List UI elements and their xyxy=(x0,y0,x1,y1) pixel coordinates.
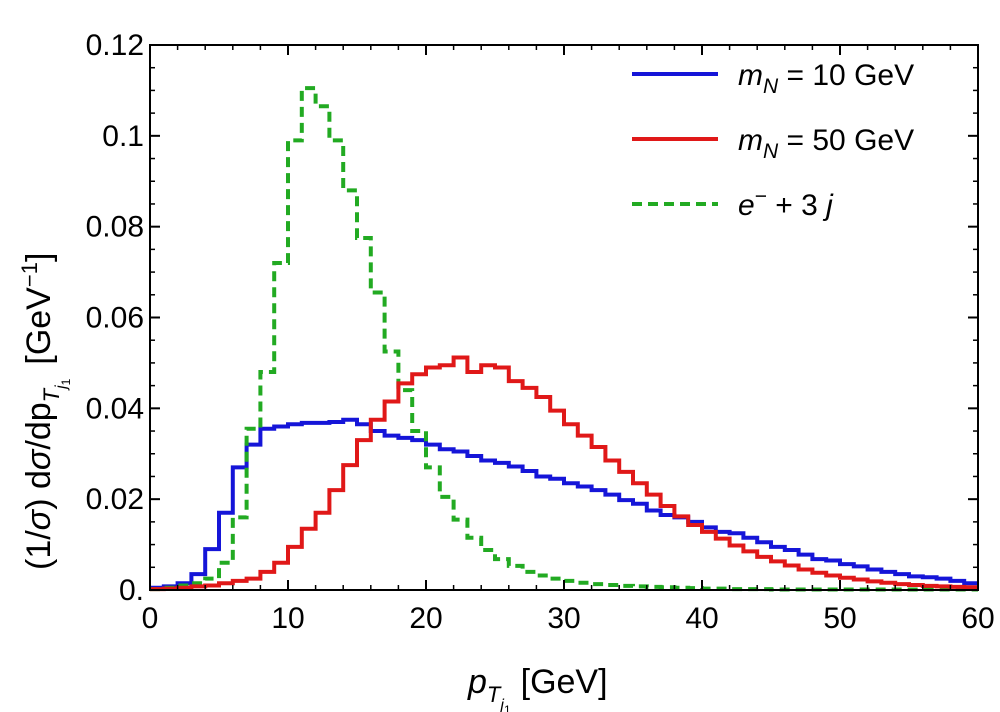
x-tick-label: 0 xyxy=(142,602,159,635)
y-axis-units-close: ] xyxy=(20,253,58,262)
x-tick-label: 20 xyxy=(409,602,442,635)
legend-label-mn50: mN = 50 GeV xyxy=(738,124,914,163)
x-tick-label: 60 xyxy=(961,602,994,635)
legend-mn10-rest: = 10 GeV xyxy=(778,59,914,92)
legend-label-bkg: e− + 3 j xyxy=(738,185,834,222)
legend: mN = 10 GeV mN = 50 GeV e− + 3 j xyxy=(632,59,914,222)
legend-label-mn10: mN = 10 GeV xyxy=(738,59,914,98)
legend-mn50-var: m xyxy=(738,124,763,157)
legend-mn50-sub: N xyxy=(763,140,779,163)
x-axis-sub-t: T xyxy=(487,682,502,707)
y-axis-sigma-2: σ xyxy=(20,448,58,470)
y-tick-label: 0.06 xyxy=(86,302,144,335)
y-axis-units-exp: −1 xyxy=(17,262,42,287)
x-tick-label: 40 xyxy=(685,602,718,635)
y-tick-label: 0.1 xyxy=(102,120,144,153)
legend-mn10-var: m xyxy=(738,59,763,92)
legend-mn10-sub: N xyxy=(763,75,779,98)
x-tick-label: 30 xyxy=(547,602,580,635)
x-axis-symbol: p xyxy=(467,663,487,701)
y-axis-units-open: [GeV xyxy=(20,287,58,365)
series-line-bkg xyxy=(150,86,978,592)
y-axis-middle-2: /dp xyxy=(20,402,58,449)
y-tick-label: 0.12 xyxy=(86,29,144,62)
series-line-mN50 xyxy=(150,355,978,592)
legend-bkg-var: e xyxy=(738,189,755,222)
legend-mn50-rest: = 50 GeV xyxy=(778,124,914,157)
series-layer xyxy=(150,86,978,592)
y-tick-label: 0. xyxy=(119,574,144,607)
y-axis-sub-1: 1 xyxy=(59,378,73,385)
y-tick-label: 0.04 xyxy=(86,392,144,425)
x-axis-title: pTj1 [GeV] xyxy=(467,663,608,712)
y-axis-sigma: σ xyxy=(20,508,58,530)
x-axis-sub-j: j xyxy=(498,697,504,712)
x-tick-label: 10 xyxy=(271,602,304,635)
x-axis-sub-1: 1 xyxy=(504,703,511,712)
x-axis-units: [GeV] xyxy=(521,663,608,701)
y-tick-label: 0.08 xyxy=(86,211,144,244)
series-line-mN10 xyxy=(150,417,978,590)
legend-bkg-sup: − xyxy=(755,185,767,208)
y-axis-sub-t: T xyxy=(39,387,64,402)
y-axis-sub-j: j xyxy=(53,385,70,391)
tick-layer: 0 10 20 30 40 50 60 0. 0.02 0.04 0.06 0.08 0.1 0.12 xyxy=(86,29,995,635)
y-axis-prefix: (1/ xyxy=(20,530,58,570)
y-axis-title: (1/σ) dσ/dpTj1 [GeV−1] xyxy=(17,253,73,570)
y-tick-label: 0.02 xyxy=(86,483,144,516)
y-axis-middle: ) d xyxy=(20,470,58,510)
legend-bkg-rest: + 3 xyxy=(767,189,826,222)
x-tick-label: 50 xyxy=(823,602,856,635)
